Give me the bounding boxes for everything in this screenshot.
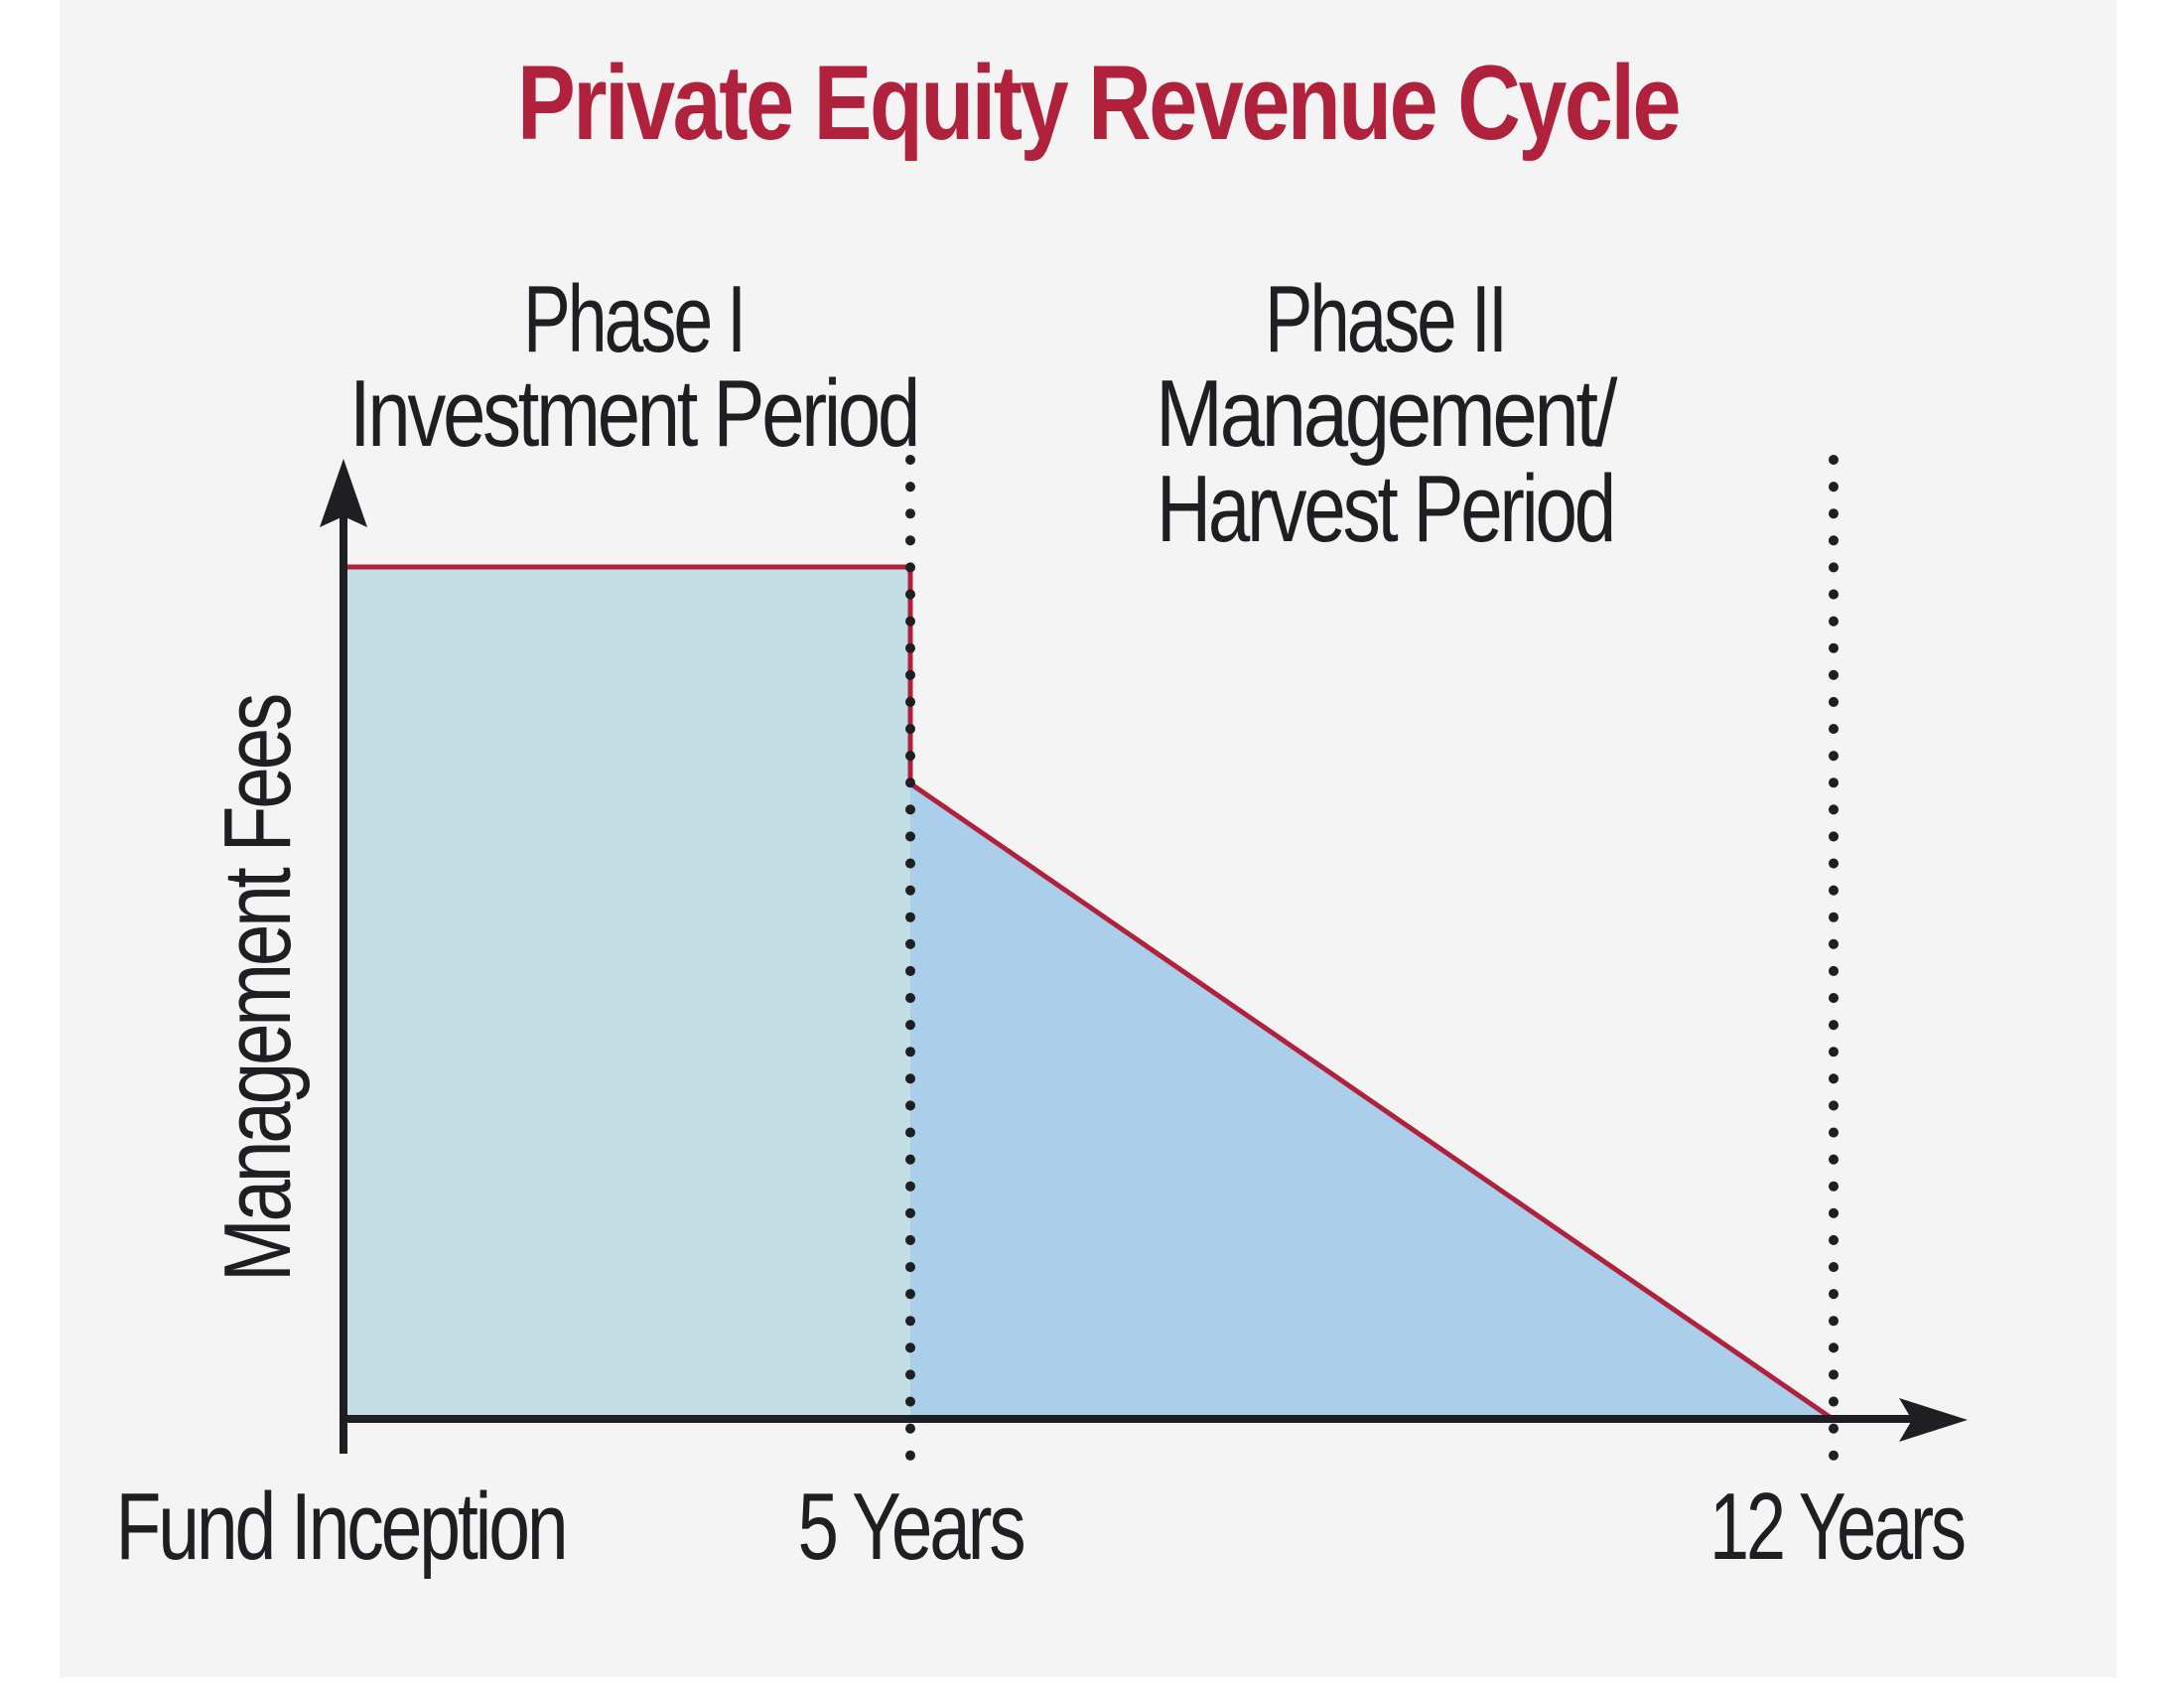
x-tick-5-years: 5 Years bbox=[798, 1474, 1024, 1580]
x-tick-fund-inception: Fund Inception bbox=[116, 1474, 566, 1580]
phase1-heading: Phase I bbox=[523, 266, 744, 372]
phase1-area bbox=[347, 567, 910, 1419]
x-tick-12-years: 12 Years bbox=[1709, 1474, 1965, 1580]
x-axis-arrow-icon bbox=[1899, 1398, 1968, 1442]
phase2-subheading-line1: Management/ bbox=[1156, 360, 1618, 467]
phase2-subheading-line2: Harvest Period bbox=[1157, 456, 1613, 562]
phase1-subheading: Investment Period bbox=[349, 360, 917, 467]
phase2-heading: Phase II bbox=[1265, 266, 1505, 372]
y-axis-label: Management Fees bbox=[205, 695, 311, 1282]
chart-title: Private Equity Revenue Cycle bbox=[517, 43, 1679, 162]
y-axis-arrow-icon bbox=[320, 459, 367, 527]
